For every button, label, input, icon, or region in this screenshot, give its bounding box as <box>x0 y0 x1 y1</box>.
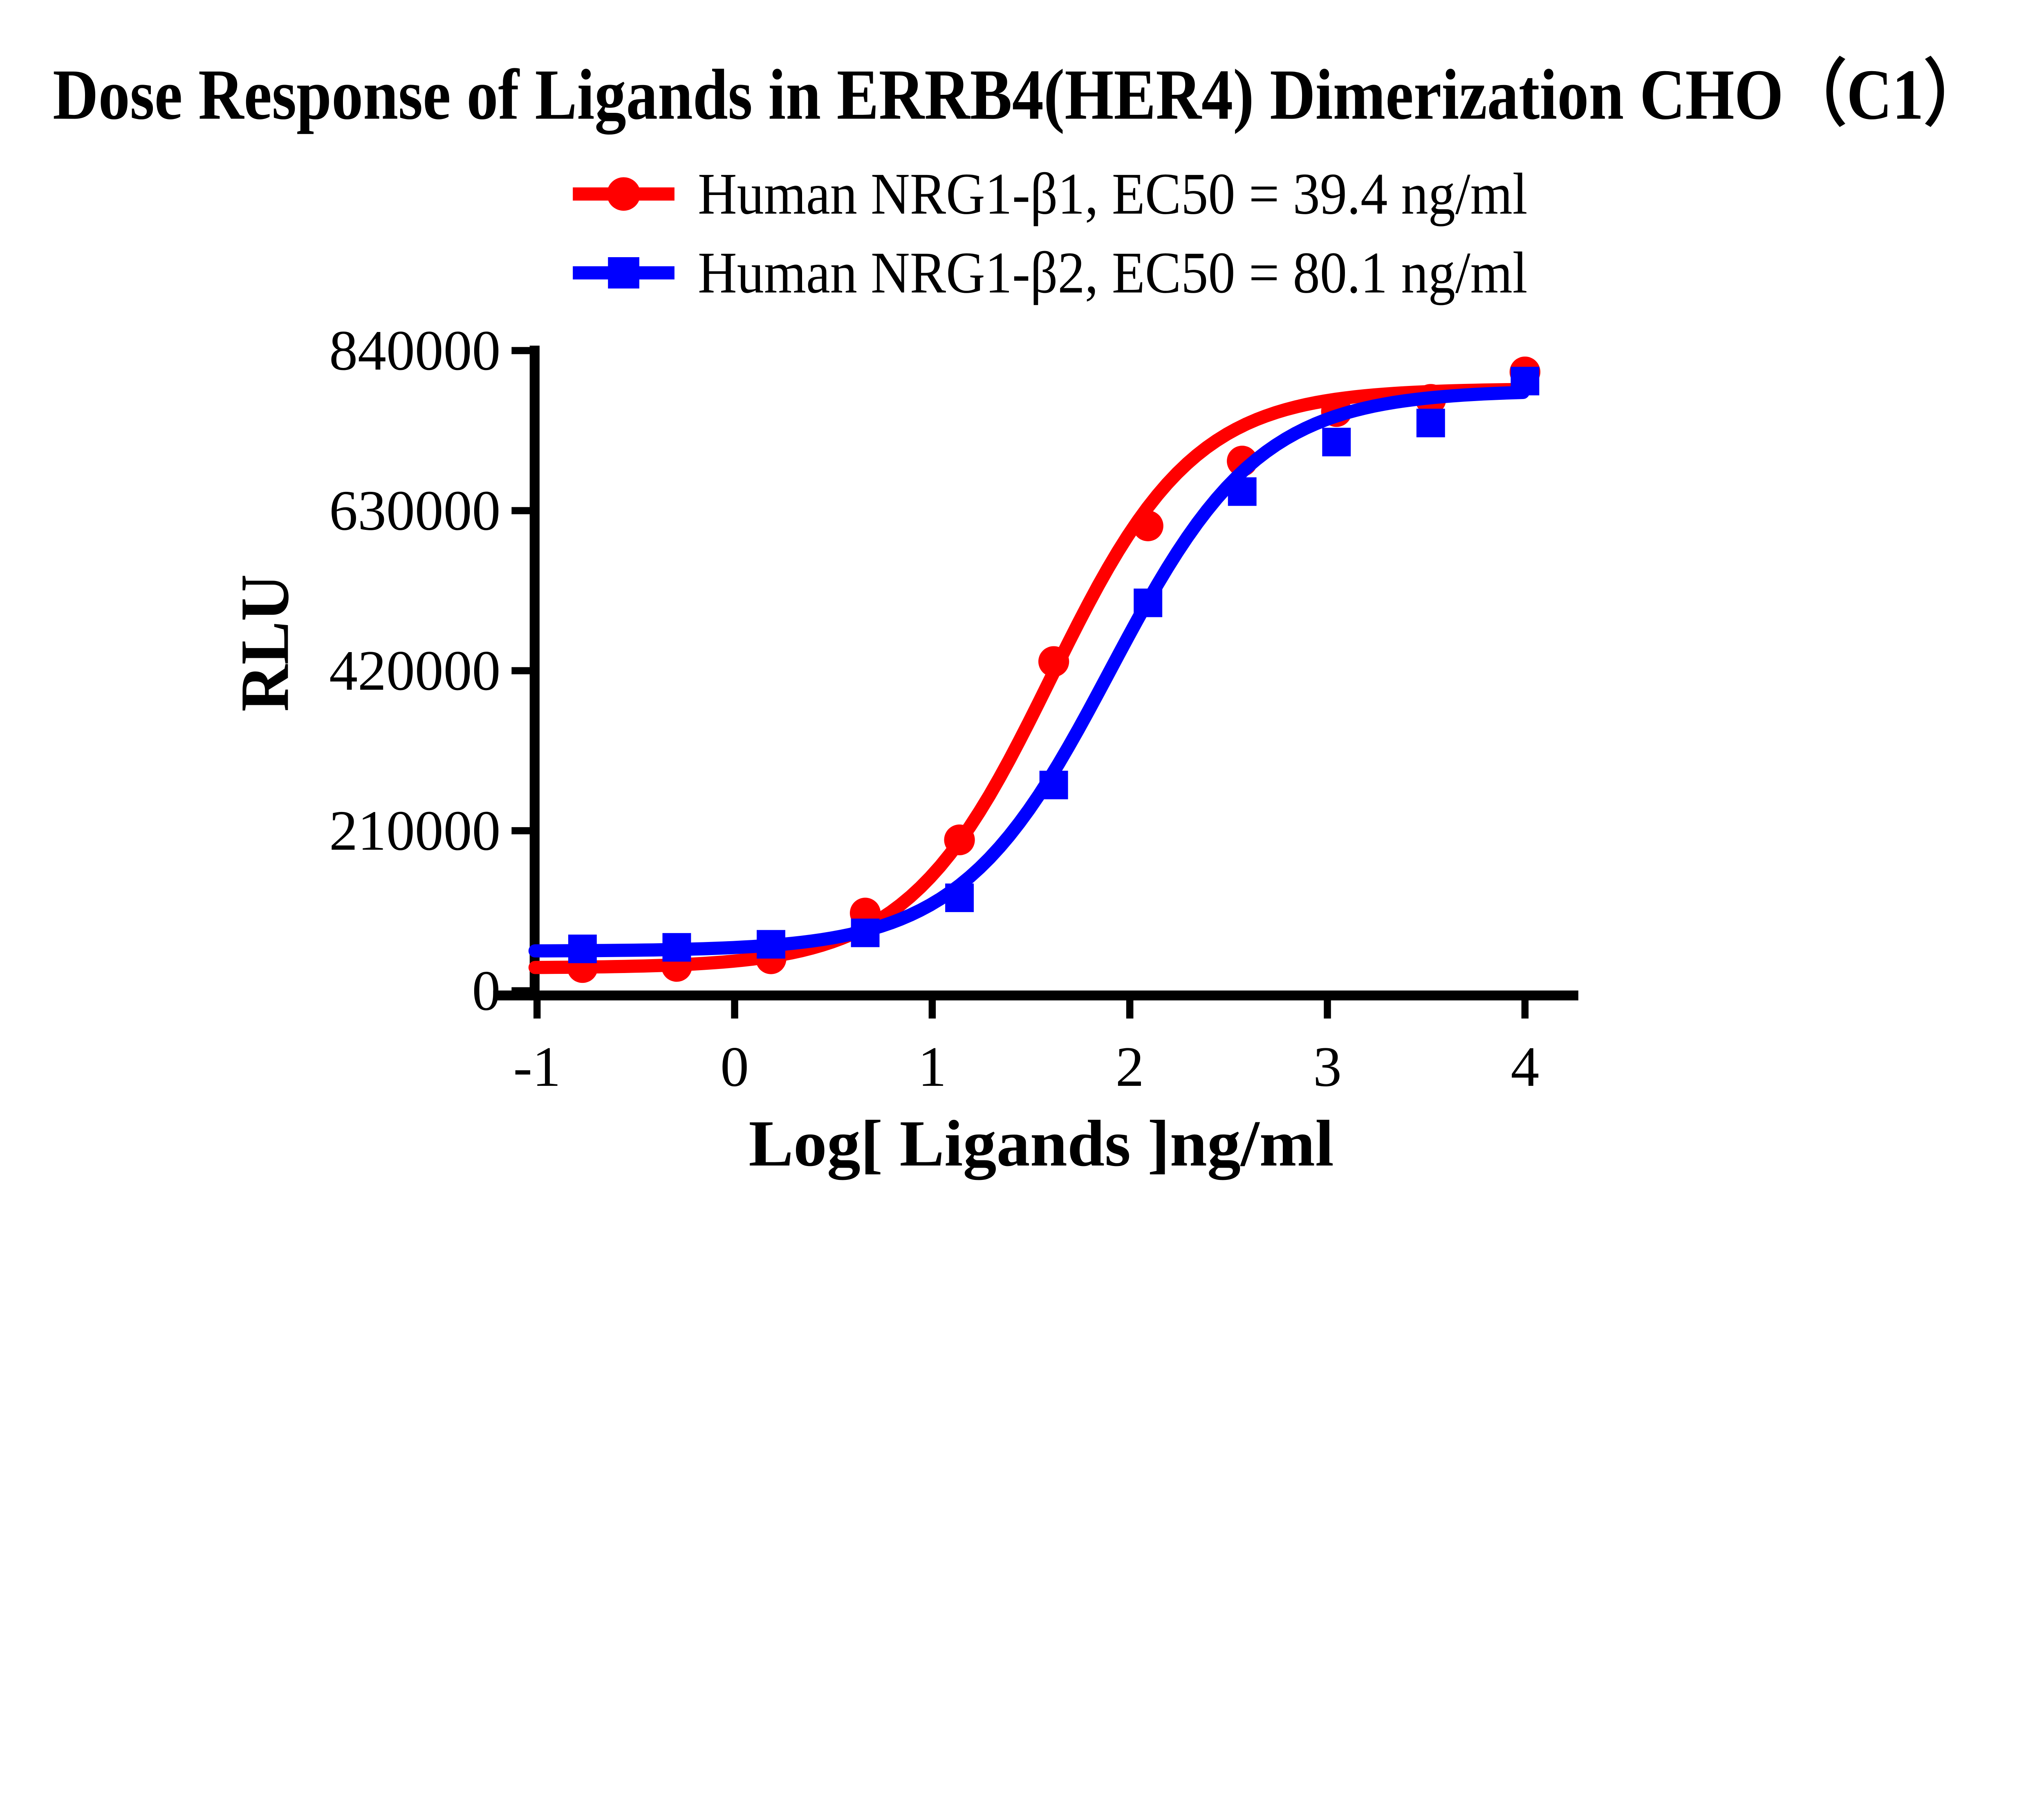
y-tick-label: 840000 <box>329 319 500 382</box>
data-point-circle <box>1132 510 1163 541</box>
x-tick-label: 0 <box>720 1035 749 1099</box>
x-tick-label: 4 <box>1511 1035 1539 1099</box>
data-point-square <box>945 884 974 912</box>
x-tick-label: 1 <box>918 1035 946 1099</box>
data-point-square <box>851 918 880 947</box>
chart-page: Dose Response of Ligands in ERRB4(HER4) … <box>53 55 1987 1180</box>
legend-label-nrg1-b1: Human NRG1-β1, EC50 = 39.4 ng/ml <box>698 161 1528 226</box>
data-point-square <box>1228 477 1257 506</box>
y-tick-label: 420000 <box>329 639 500 702</box>
data-point-square <box>568 934 597 963</box>
data-point-circle <box>944 824 975 855</box>
legend-circle-marker-icon <box>607 177 641 211</box>
series-human-nrg1-b2 <box>528 367 1540 963</box>
x-tick-label: -1 <box>513 1035 560 1099</box>
data-point-square <box>1134 588 1163 617</box>
x-axis-title: Log[ Ligands ]ng/ml <box>749 1107 1334 1180</box>
x-axis: -1 0 1 2 3 4 <box>493 990 1578 1099</box>
x-axis-line <box>493 990 1578 1000</box>
data-point-square <box>1039 771 1068 800</box>
data-point-square <box>757 930 785 959</box>
x-tick-label: 2 <box>1116 1035 1144 1099</box>
legend-label-nrg1-b2: Human NRG1-β2, EC50 = 80.1 ng/ml <box>698 240 1528 305</box>
y-tick-label: 630000 <box>329 479 500 542</box>
data-point-square <box>662 933 691 962</box>
fit-curve-red <box>528 383 1530 974</box>
data-point-square <box>1511 367 1540 396</box>
x-tick-label: 3 <box>1313 1035 1342 1099</box>
y-tick-label: 210000 <box>329 799 500 862</box>
data-point-square <box>1322 428 1351 457</box>
series-human-nrg1-b1 <box>528 357 1541 983</box>
legend-entry-nrg1-b1: Human NRG1-β1, EC50 = 39.4 ng/ml <box>573 161 1528 226</box>
dose-response-chart: Dose Response of Ligands in ERRB4(HER4) … <box>53 55 1987 1180</box>
fit-curve-blue <box>528 386 1530 958</box>
y-axis-title: RLU <box>226 574 303 712</box>
chart-title: Dose Response of Ligands in ERRB4(HER4) … <box>53 55 1987 135</box>
legend-entry-nrg1-b2: Human NRG1-β2, EC50 = 80.1 ng/ml <box>573 240 1528 305</box>
data-point-square <box>1416 408 1445 437</box>
legend-square-marker-icon <box>608 257 639 289</box>
y-axis-line <box>529 345 540 1000</box>
legend: Human NRG1-β1, EC50 = 39.4 ng/ml Human N… <box>573 161 1528 305</box>
data-point-circle <box>1038 646 1069 677</box>
